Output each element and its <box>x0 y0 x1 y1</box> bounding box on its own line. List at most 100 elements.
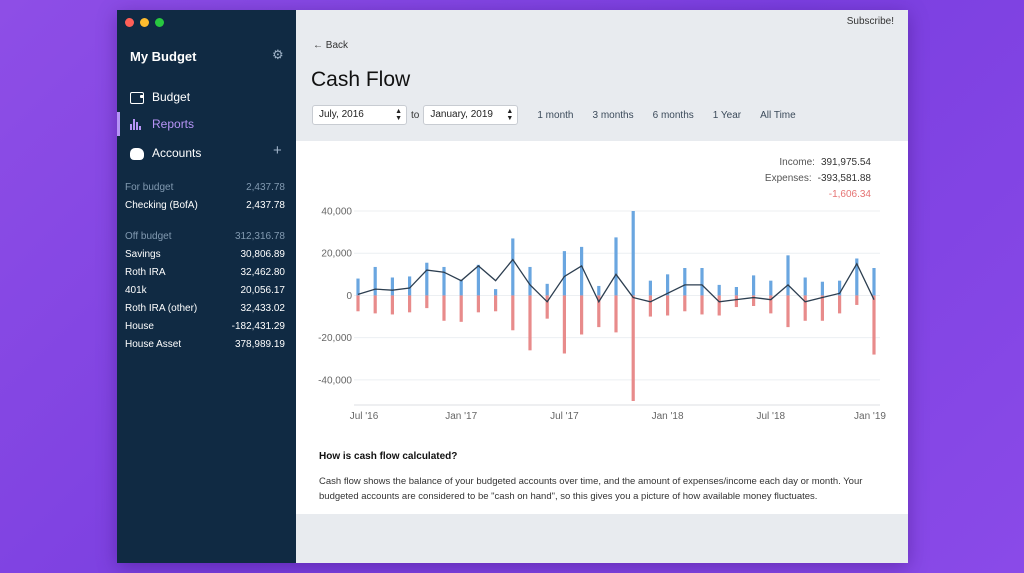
zoom-window-button[interactable] <box>155 18 164 27</box>
expenses-value: -393,581.88 <box>817 173 871 184</box>
expense-bar <box>700 295 704 315</box>
section-label: Off budget <box>125 231 172 242</box>
expense-bar <box>390 295 394 315</box>
income-bar <box>580 246 584 296</box>
page-title: Cash Flow <box>311 68 411 91</box>
account-row[interactable]: 401k 20,056.17 <box>125 282 285 300</box>
minimize-window-button[interactable] <box>140 18 149 27</box>
y-tick-label: -20,000 <box>318 333 352 344</box>
subscribe-link[interactable]: Subscribe! <box>846 16 894 27</box>
x-tick-label: Jul '16 <box>350 411 379 421</box>
income-bar <box>528 266 532 296</box>
piggy-bank-icon <box>130 148 144 160</box>
income-bar <box>511 238 515 296</box>
end-date-select[interactable]: January, 2019 ▲ ▼ <box>423 105 519 125</box>
sidebar-item-reports[interactable]: Reports <box>117 112 296 136</box>
income-bar <box>769 280 773 296</box>
account-balance: 2,437.78 <box>246 200 285 211</box>
account-name: Savings <box>125 249 161 260</box>
expense-bar <box>683 295 687 312</box>
income-bar <box>752 275 756 296</box>
y-tick-label: 40,000 <box>321 207 352 218</box>
add-account-button[interactable]: + <box>273 142 282 159</box>
income-value: 391,975.54 <box>820 157 871 168</box>
expense-bar <box>408 295 412 313</box>
account-name: Roth IRA (other) <box>125 303 198 314</box>
range-all-time-button[interactable]: All Time <box>760 109 796 121</box>
x-tick-label: Jul '17 <box>550 411 579 421</box>
expense-bar <box>580 295 584 335</box>
income-bar <box>631 211 635 296</box>
account-row[interactable]: Roth IRA (other) 32,433.02 <box>125 300 285 318</box>
income-bar <box>786 255 790 296</box>
expense-bar <box>442 295 446 321</box>
app-window: My Budget ⚙ Budget Reports Accounts + Fo… <box>117 10 908 563</box>
wallet-icon <box>130 92 144 104</box>
expense-bar <box>373 295 377 314</box>
section-total: 2,437.78 <box>246 182 285 193</box>
arrow-left-icon: ← <box>313 40 323 51</box>
income-bar <box>734 287 738 296</box>
close-window-button[interactable] <box>125 18 134 27</box>
expense-bar <box>425 295 429 309</box>
account-name: Checking (BofA) <box>125 200 198 211</box>
sidebar-item-label: Reports <box>152 117 195 131</box>
account-row[interactable]: House -182,431.29 <box>125 318 285 336</box>
explanation-title: How is cash flow calculated? <box>319 451 458 462</box>
expense-bar <box>786 295 790 328</box>
expense-bar <box>838 295 842 314</box>
income-bar <box>545 283 549 296</box>
off-budget-header[interactable]: Off budget 312,316.78 <box>125 228 285 246</box>
start-date-value: July, 2016 <box>319 109 364 120</box>
income-bar <box>666 274 670 296</box>
x-tick-label: Jan '18 <box>652 411 684 421</box>
sidebar-item-accounts[interactable]: Accounts <box>117 141 296 165</box>
income-bar <box>356 278 360 296</box>
explanation-body: Cash flow shows the balance of your budg… <box>319 476 863 502</box>
select-arrows-icon: ▲ ▼ <box>395 108 402 122</box>
income-bar <box>425 262 429 296</box>
account-row[interactable]: Roth IRA 32,462.80 <box>125 264 285 282</box>
account-row[interactable]: Savings 30,806.89 <box>125 246 285 264</box>
expense-bar <box>752 295 756 306</box>
balance-line <box>357 258 875 304</box>
gear-icon[interactable]: ⚙ <box>272 47 284 62</box>
range-3-months-button[interactable]: 3 months <box>592 109 634 121</box>
y-tick-label: 0 <box>346 291 352 302</box>
back-link[interactable]: ← Back <box>313 40 348 51</box>
account-balance: 32,462.80 <box>240 267 286 278</box>
expense-bar <box>648 295 652 317</box>
expense-bar <box>717 295 721 316</box>
range-1-year-button[interactable]: 1 Year <box>712 109 742 121</box>
expense-bar <box>356 295 360 312</box>
account-row[interactable]: House Asset 378,989.19 <box>125 336 285 354</box>
expense-bar <box>820 295 824 321</box>
account-balance: 378,989.19 <box>234 339 285 350</box>
income-bar <box>562 251 566 296</box>
expense-bar <box>631 295 635 401</box>
back-label: Back <box>325 40 349 51</box>
account-balance: -182,431.29 <box>231 321 285 332</box>
expenses-label: Expenses: <box>764 173 812 184</box>
cash-flow-summary: Income: 391,975.54 Expenses: -393,581.88 -… <box>765 155 871 203</box>
range-6-months-button[interactable]: 6 months <box>652 109 694 121</box>
expense-bar <box>494 295 498 312</box>
income-bar <box>459 279 463 296</box>
expense-bar <box>562 295 566 354</box>
to-label: to <box>411 109 420 121</box>
section-label: For budget <box>125 182 174 193</box>
start-date-select[interactable]: July, 2016 ▲ ▼ <box>312 105 407 125</box>
income-bar <box>442 266 446 296</box>
account-row[interactable]: Checking (BofA) 2,437.78 <box>125 197 285 215</box>
net-value: -1,606.34 <box>828 189 871 200</box>
income-bar <box>597 285 601 296</box>
expense-bar <box>803 295 807 321</box>
range-1-month-button[interactable]: 1 month <box>537 109 574 121</box>
account-name: House <box>125 321 154 332</box>
account-balance: 30,806.89 <box>240 249 286 260</box>
account-name: 401k <box>125 285 147 296</box>
sidebar-item-budget[interactable]: Budget <box>117 85 296 109</box>
for-budget-header[interactable]: For budget 2,437.78 <box>125 179 285 197</box>
expense-bar <box>769 295 773 314</box>
expense-bar <box>666 295 670 316</box>
